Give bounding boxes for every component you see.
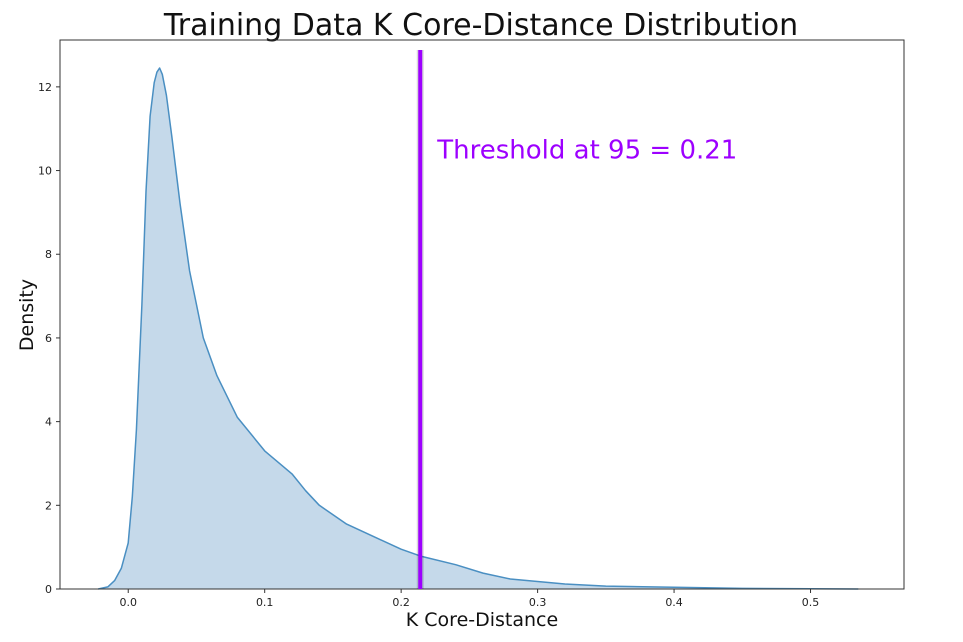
axes-frame	[59, 39, 905, 590]
density-line	[98, 67, 859, 590]
chart-title: Training Data K Core-Distance Distributi…	[163, 8, 798, 43]
x-axis-label: K Core-Distance	[406, 609, 558, 631]
y-tick-label: 12	[38, 81, 52, 94]
threshold-label: Threshold at 95 = 0.21	[436, 136, 737, 166]
y-tick-label: 10	[38, 165, 52, 178]
y-tick-label: 8	[45, 248, 52, 261]
x-tick-label: 0.3	[529, 596, 547, 609]
y-tick-label: 6	[45, 332, 52, 345]
y-tick-label: 0	[45, 583, 52, 596]
x-tick-label: 0.1	[256, 596, 274, 609]
y-tick-label: 2	[45, 499, 52, 512]
x-tick-label: 0.2	[392, 596, 410, 609]
y-axis-label: Density	[16, 279, 38, 351]
plot-area: 0.0 0.1 0.2 0.3 0.4 0.5 0 2 4 6 8 10 12	[38, 39, 905, 609]
x-tick-label: 0.5	[802, 596, 820, 609]
y-tick-label: 4	[45, 416, 52, 429]
density-fill	[98, 68, 859, 589]
x-tick-label: 0.0	[119, 596, 137, 609]
x-tick-label: 0.4	[665, 596, 683, 609]
